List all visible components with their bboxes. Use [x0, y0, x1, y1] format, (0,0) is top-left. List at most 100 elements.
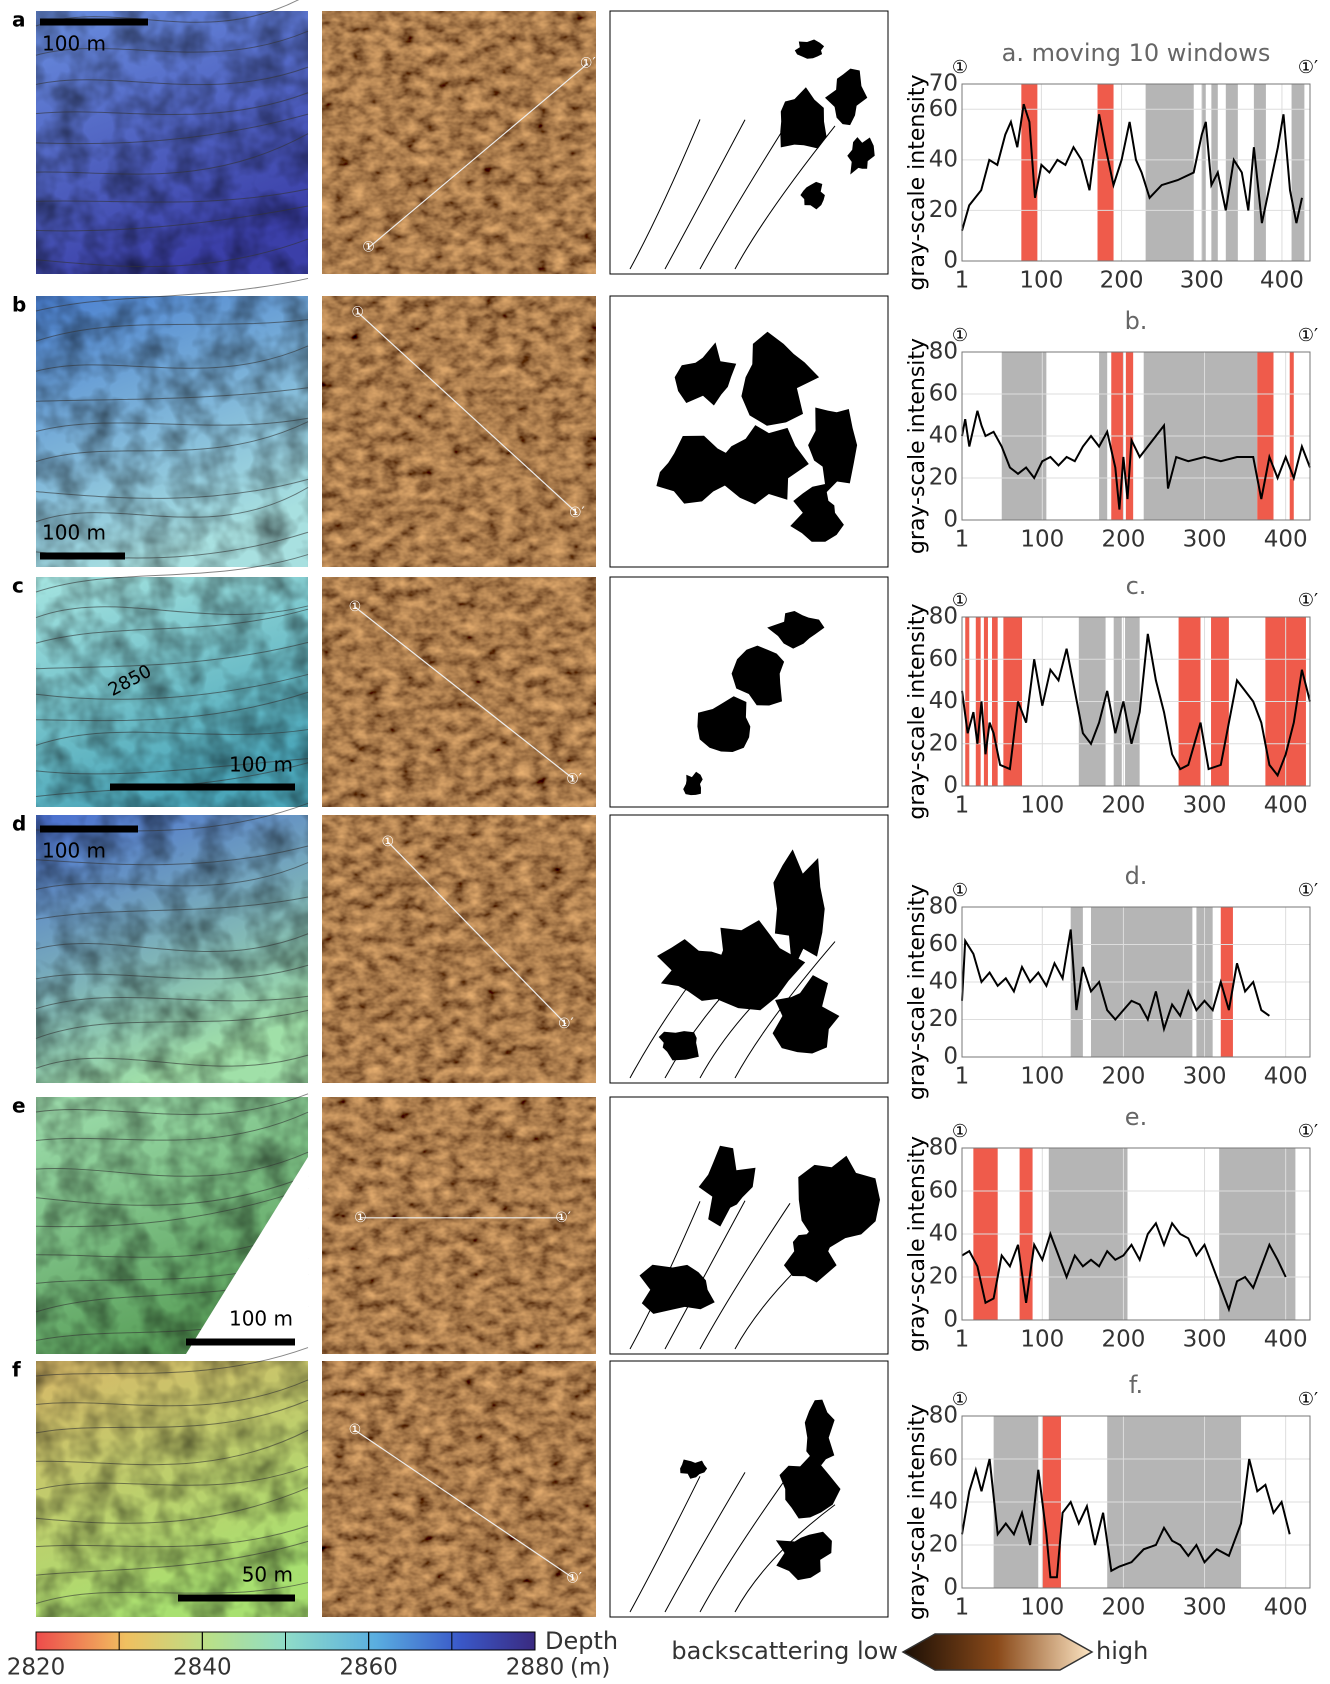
x-tick-label: 400 — [1264, 1064, 1308, 1090]
chart-start-marker: ① — [952, 880, 968, 901]
x-tick-label: 1 — [955, 1327, 970, 1353]
x-tick-label: 300 — [1183, 1064, 1227, 1090]
backscatter-high: high — [1096, 1637, 1148, 1665]
x-tick-label: 400 — [1260, 268, 1304, 294]
chart-start-marker: ① — [952, 57, 968, 78]
shaded-window — [1146, 84, 1194, 261]
x-tick-label: 1 — [955, 527, 970, 553]
x-tick-label: 1 — [955, 268, 970, 294]
profile-start: ① — [381, 834, 394, 850]
scale-bar-label: 50 m — [242, 1563, 293, 1587]
x-tick-label: 100 — [1019, 268, 1063, 294]
chart-end-marker: ①′ — [1298, 1389, 1318, 1410]
profile-end: ①′ — [555, 1210, 571, 1226]
y-tick-label: 40 — [929, 146, 958, 172]
y-tick-label: 40 — [929, 969, 958, 995]
x-tick-label: 1 — [955, 793, 970, 819]
panel-letter: d — [12, 812, 26, 836]
y-tick-label: 20 — [929, 465, 958, 491]
profile-start: ① — [349, 1422, 362, 1438]
y-tick-label: 60 — [929, 381, 958, 407]
backscatter-map — [322, 1361, 596, 1617]
profile-end: ①′ — [558, 1016, 574, 1032]
profile-start: ① — [362, 240, 375, 256]
y-tick-label: 60 — [929, 1446, 958, 1472]
colorbar-tick-label: 2820 — [7, 1655, 66, 1681]
colorbar-tick-label: 2880 — [506, 1655, 565, 1681]
x-tick-label: 400 — [1264, 1327, 1308, 1353]
y-tick-label: 20 — [929, 730, 958, 756]
chart-end-marker: ①′ — [1298, 325, 1318, 346]
chart-start-marker: ① — [952, 590, 968, 611]
x-tick-label: 300 — [1183, 793, 1227, 819]
x-tick-label: 100 — [1020, 1327, 1064, 1353]
profile-end: ①′ — [580, 56, 596, 72]
y-axis-label: gray-scale intensity — [905, 338, 930, 554]
x-tick-label: 200 — [1101, 1595, 1145, 1621]
x-tick-label: 200 — [1101, 1327, 1145, 1353]
backscatter-map — [322, 296, 596, 567]
y-tick-label: 40 — [929, 423, 958, 449]
x-tick-label: 400 — [1264, 793, 1308, 819]
profile-start: ① — [351, 304, 364, 320]
chart-title: b. — [1125, 307, 1148, 335]
panel-letter: c — [12, 574, 24, 598]
scale-bar-label: 100 m — [229, 1307, 293, 1331]
backscatter-map — [322, 577, 596, 807]
x-tick-label: 100 — [1020, 1595, 1064, 1621]
x-tick-label: 300 — [1183, 1595, 1227, 1621]
x-tick-label: 100 — [1020, 1064, 1064, 1090]
x-tick-label: 200 — [1101, 1064, 1145, 1090]
panel-letter: a — [12, 8, 26, 32]
x-tick-label: 1 — [955, 1064, 970, 1090]
x-tick-label: 200 — [1100, 268, 1144, 294]
backscatter-map — [322, 815, 596, 1083]
y-tick-label: 20 — [929, 197, 958, 223]
scale-bar-label: 100 m — [42, 32, 106, 56]
y-tick-label: 40 — [929, 688, 958, 714]
shaded-window — [1202, 84, 1206, 261]
chart-title: e. — [1125, 1103, 1147, 1131]
profile-start: ① — [354, 1210, 367, 1226]
x-tick-label: 300 — [1180, 268, 1224, 294]
scale-bar-label: 100 m — [42, 839, 106, 863]
colorbar-tick-label: 2860 — [339, 1655, 398, 1681]
y-tick-label: 60 — [929, 646, 958, 672]
backscatter-map — [322, 11, 596, 274]
chart-end-marker: ①′ — [1298, 57, 1318, 78]
y-tick-label: 20 — [929, 1006, 958, 1032]
x-tick-label: 100 — [1020, 793, 1064, 819]
chart-start-marker: ① — [952, 1389, 968, 1410]
panel-letter: e — [12, 1094, 26, 1118]
x-tick-label: 400 — [1264, 527, 1308, 553]
backscatter-bar — [903, 1634, 1092, 1670]
figure: a100 m①①′0204060701100200300400a. moving… — [0, 0, 1330, 1684]
y-tick-label: 40 — [929, 1221, 958, 1247]
chart-title: d. — [1125, 862, 1148, 890]
panel-letter: b — [12, 293, 26, 317]
chart-end-marker: ①′ — [1298, 590, 1318, 611]
chart-start-marker: ① — [952, 325, 968, 346]
interpretation-map — [610, 11, 888, 274]
scale-bar-label: 100 m — [42, 521, 106, 545]
chart-title: c. — [1126, 572, 1147, 600]
y-axis-label: gray-scale intensity — [905, 74, 930, 290]
y-tick-label: 60 — [929, 96, 958, 122]
shaded-window — [1292, 84, 1305, 261]
y-tick-label: 20 — [929, 1264, 958, 1290]
x-tick-label: 200 — [1101, 527, 1145, 553]
chart-end-marker: ①′ — [1298, 1121, 1318, 1142]
colorbar-unit: (m) — [570, 1655, 610, 1681]
profile-end: ①′ — [566, 1571, 582, 1587]
y-axis-label: gray-scale intensity — [905, 1404, 930, 1620]
colorbar-label: Depth — [545, 1627, 618, 1655]
x-tick-label: 300 — [1183, 1327, 1227, 1353]
backscatter-low: backscattering low — [671, 1637, 898, 1665]
chart-title: a. moving 10 windows — [1002, 39, 1271, 67]
scale-bar-label: 100 m — [229, 753, 293, 777]
chart-title: f. — [1129, 1371, 1143, 1399]
y-tick-label: 60 — [929, 1178, 958, 1204]
y-axis-label: gray-scale intensity — [905, 884, 930, 1100]
x-tick-label: 1 — [955, 1595, 970, 1621]
chart-start-marker: ① — [952, 1121, 968, 1142]
